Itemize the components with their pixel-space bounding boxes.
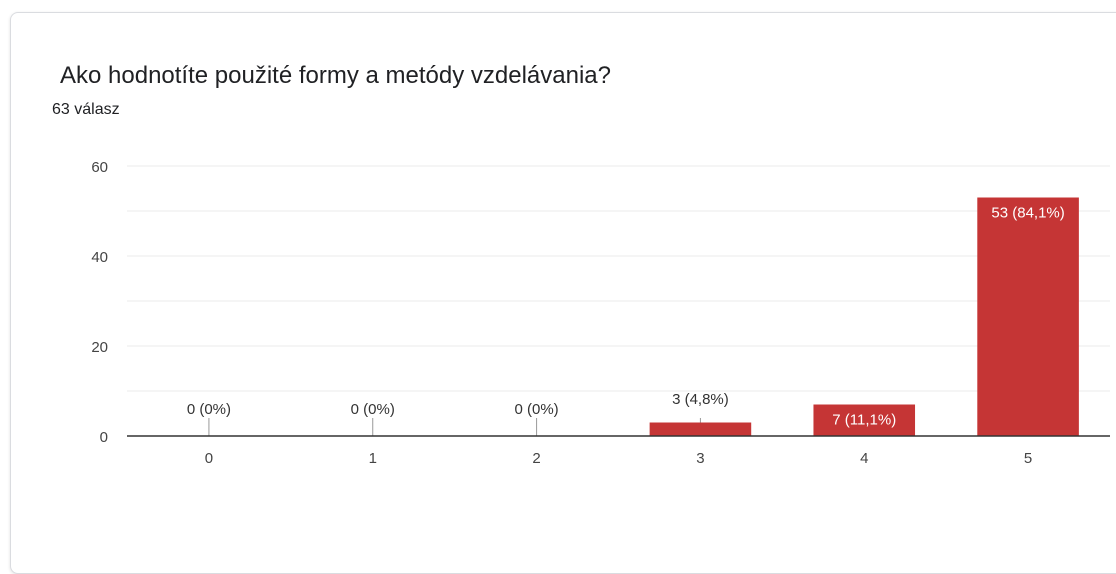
data-label: 0 (0%) <box>514 401 558 418</box>
y-tick-label: 60 <box>91 159 108 176</box>
data-label: 0 (0%) <box>187 401 231 418</box>
x-tick-label: 4 <box>860 450 868 467</box>
response-count: 63 válasz <box>52 101 120 118</box>
bar <box>977 197 1079 436</box>
x-tick-label: 5 <box>1024 450 1032 467</box>
x-tick-label: 1 <box>369 450 377 467</box>
data-label: 7 (11,1%) <box>832 412 896 429</box>
chart-title: Ako hodnotíte použité formy a metódy vzd… <box>60 62 611 89</box>
bar <box>649 422 752 436</box>
bar-chart: 0 20 40 60 0 0 (0%) 1 0 (0%) 2 0 (0%) 3 3 (4,8%) 4 7 … <box>91 159 1110 467</box>
data-label: 53 (84,1%) <box>991 205 1064 222</box>
chart-card <box>10 12 1116 574</box>
x-tick-label: 3 <box>696 450 704 467</box>
y-tick-label: 0 <box>100 429 108 446</box>
bar <box>813 404 916 436</box>
y-tick-label: 40 <box>91 249 108 266</box>
data-label: 0 (0%) <box>351 401 395 418</box>
x-tick-label: 2 <box>532 450 540 467</box>
data-label: 3 (4,8%) <box>672 391 729 408</box>
x-tick-label: 0 <box>205 450 213 467</box>
y-tick-label: 20 <box>91 339 108 356</box>
